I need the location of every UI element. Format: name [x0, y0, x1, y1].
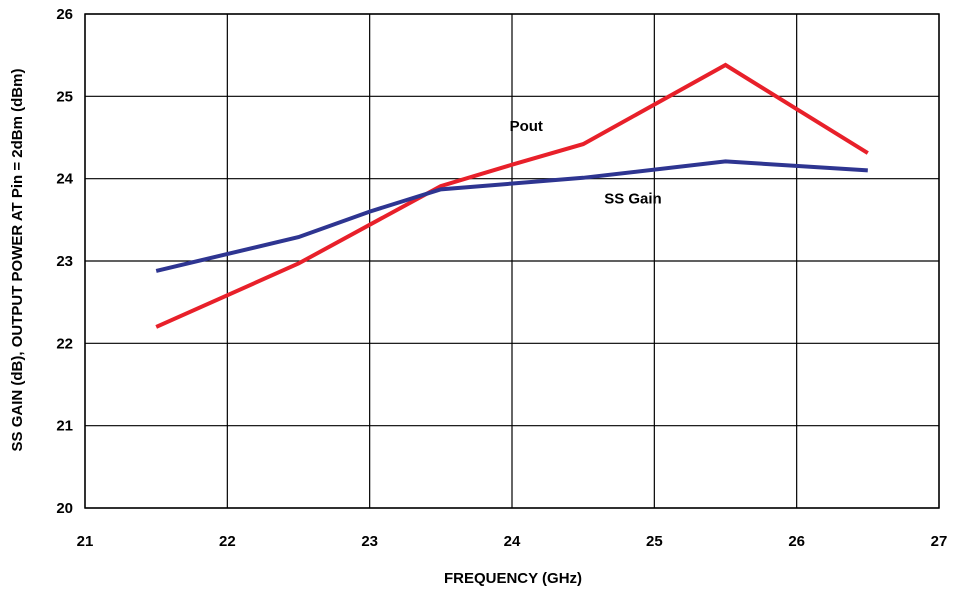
x-tick-label: 27: [931, 533, 948, 550]
x-tick-label: 24: [504, 533, 521, 550]
y-tick-label: 25: [56, 88, 73, 105]
y-tick-labels: 20 21 22 23 24 25 26: [56, 6, 73, 517]
x-tick-label: 26: [788, 533, 805, 550]
y-axis-title: SS GAIN (dB), OUTPUT POWER AT Pin = 2dBm…: [9, 69, 26, 452]
y-tick-label: 22: [56, 335, 73, 352]
x-tick-label: 22: [219, 533, 236, 550]
x-tick-label: 21: [77, 533, 94, 550]
series-lines: [155, 62, 869, 329]
y-tick-label: 26: [56, 6, 73, 23]
plot-frame: [84, 13, 940, 509]
y-tick-label: 21: [56, 418, 73, 435]
x-tick-labels: 21 22 23 24 25 26 27: [77, 533, 948, 550]
x-tick-label: 25: [646, 533, 663, 550]
y-tick-label: 23: [56, 253, 73, 270]
series-label-ss-gain: SS Gain: [604, 190, 662, 207]
x-tick-label: 23: [361, 533, 378, 550]
series-labels: Pout SS Gain: [510, 118, 662, 207]
series-line-ss-gain: [155, 159, 868, 273]
series-label-pout: Pout: [510, 118, 543, 135]
x-axis-title: FREQUENCY (GHz): [444, 570, 582, 587]
y-tick-label: 24: [56, 171, 73, 188]
series-line-pout: [155, 62, 869, 329]
plot-area-border: [84, 13, 940, 509]
grid-lines: [84, 13, 940, 509]
y-tick-label: 20: [56, 500, 73, 517]
